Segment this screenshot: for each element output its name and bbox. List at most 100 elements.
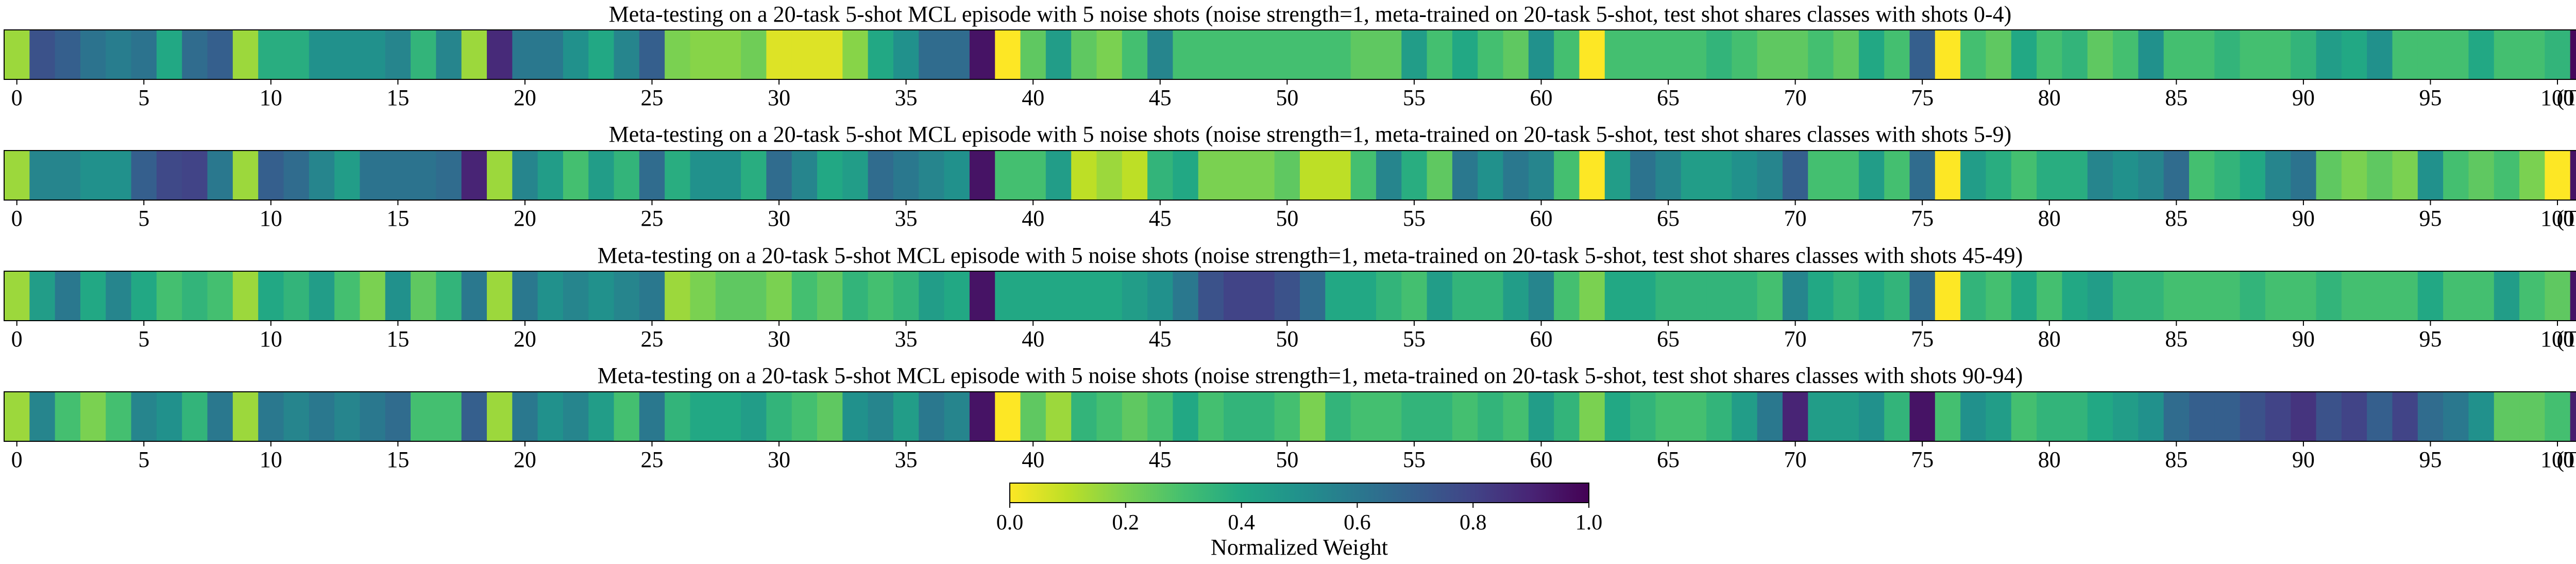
- row-3-cell-63: [1604, 271, 1631, 321]
- row-3-cell-43: [1096, 271, 1123, 321]
- row-1-cell-85: [2163, 30, 2190, 79]
- row-1-cell-2: [55, 30, 81, 79]
- row-4-cell-6: [156, 392, 182, 441]
- colorbar-label: Normalized Weight: [1211, 535, 1388, 560]
- row-2-cell-78: [1986, 151, 2012, 200]
- row-2-cell-77: [1960, 151, 1987, 200]
- row-3-cell-26: [665, 271, 691, 321]
- row-2-cell-60: [1528, 151, 1554, 200]
- row-3-cell-3: [80, 271, 106, 321]
- row-1-tick-label-80: 80: [2038, 85, 2061, 110]
- row-4-cell-79: [2011, 392, 2037, 441]
- row-4-tick-label-20: 20: [514, 447, 536, 472]
- row-3-cell-36: [919, 271, 945, 321]
- row-2-cell-30: [766, 151, 792, 200]
- row-4-tick-label-5: 5: [138, 447, 149, 472]
- row-1-cell-67: [1706, 30, 1732, 79]
- row-1-tick-label-15: 15: [386, 85, 409, 110]
- row-2-cell-83: [2113, 151, 2139, 200]
- row-4-tick-label-95: 95: [2419, 447, 2442, 472]
- row-2-cell-69: [1757, 151, 1783, 200]
- row-2-cell-28: [715, 151, 741, 200]
- row-3-cell-88: [2240, 271, 2266, 321]
- row-2-cell-72: [1833, 151, 1859, 200]
- row-2-cell-63: [1604, 151, 1631, 200]
- row-1-cell-35: [893, 30, 919, 79]
- row-4-tick-label-45: 45: [1149, 447, 1172, 472]
- row-2-cell-44: [1122, 151, 1148, 200]
- row-3-cell-78: [1986, 271, 2012, 321]
- row-3-cell-24: [614, 271, 640, 321]
- row-2-cell-13: [334, 151, 360, 200]
- row-3-cell-92: [2341, 271, 2367, 321]
- row-3-cell-12: [309, 271, 335, 321]
- row-4-cell-11: [283, 392, 310, 441]
- row-2-ticks: 0 5 10 15 20 25 30 35 40 45 50 55 60 65 70 75 80 85 90 95 10…: [11, 200, 2576, 231]
- row-1-cell-88: [2240, 30, 2266, 79]
- row-3-tick-label-15: 15: [386, 326, 409, 352]
- row-4-cell-42: [1071, 392, 1097, 441]
- row-4-cell-40: [1020, 392, 1046, 441]
- row-1-cell-8: [207, 30, 233, 79]
- row-2-cell-62: [1579, 151, 1605, 200]
- row-2-cell-98: [2494, 151, 2520, 200]
- row-2-cell-53: [1350, 151, 1377, 200]
- row-4-cell-18: [461, 392, 487, 441]
- row-1-cell-16: [411, 30, 436, 79]
- row-4-cell-15: [385, 392, 411, 441]
- row-1-tick-label-85: 85: [2165, 85, 2188, 110]
- row-1-cell-81: [2062, 30, 2088, 79]
- row-3-cell-27: [690, 271, 716, 321]
- row-1-cell-47: [1198, 30, 1224, 79]
- row-4-tick-label-10: 10: [260, 447, 282, 472]
- row-3-cell-47: [1198, 271, 1224, 321]
- row-1-cell-70: [1782, 30, 1808, 79]
- row-4-cell-81: [2062, 392, 2088, 441]
- row-3-cell-40: [1020, 271, 1046, 321]
- row-3-cell-28: [715, 271, 741, 321]
- row-3-cell-2: [55, 271, 81, 321]
- row-3-cell-77: [1960, 271, 1987, 321]
- row-3-cell-46: [1173, 271, 1199, 321]
- row-3-tick-label-95: 95: [2419, 326, 2442, 352]
- row-1-cell-0: [4, 30, 30, 79]
- row-3-tick-label-90: 90: [2292, 326, 2315, 352]
- row-4-cell-99: [2519, 392, 2545, 441]
- row-2-tick-label-65: 65: [1657, 206, 1680, 231]
- row-2-tick-label-(Test): (Test): [2556, 206, 2576, 231]
- row-2-tick-label-60: 60: [1530, 206, 1552, 231]
- row-3-tick-label-70: 70: [1784, 326, 1807, 352]
- row-1-cell-20: [512, 30, 538, 79]
- row-4-cell-21: [537, 392, 564, 441]
- row-1-tick-label-(Test): (Test): [2556, 85, 2576, 110]
- row-4-cell-2: [55, 392, 81, 441]
- row-3-cell-20: [512, 271, 538, 321]
- row-1-cell-11: [283, 30, 310, 79]
- row-3-frame: [4, 271, 2576, 321]
- row-1-cell-58: [1478, 30, 1504, 79]
- row-4-tick-label-30: 30: [768, 447, 790, 472]
- row-1-tick-label-10: 10: [260, 85, 282, 110]
- row-2-cell-86: [2189, 151, 2215, 200]
- row-4-cells: [4, 392, 2576, 441]
- row-2-tick-label-30: 30: [768, 206, 790, 231]
- row-2-cell-20: [512, 151, 538, 200]
- row-3-cell-95: [2417, 271, 2444, 321]
- row-3-cell-7: [182, 271, 208, 321]
- row-4-cell-20: [512, 392, 538, 441]
- row-4-cell-55: [1401, 392, 1428, 441]
- row-3-tick-label-60: 60: [1530, 326, 1552, 352]
- row-3-cells: [4, 271, 2576, 321]
- row-2-cell-17: [436, 151, 462, 200]
- row-3-cell-65: [1655, 271, 1682, 321]
- row-4-cell-31: [791, 392, 818, 441]
- row-3-cell-51: [1300, 271, 1326, 321]
- row-2-cell-31: [791, 151, 818, 200]
- row-1-cell-69: [1757, 30, 1783, 79]
- row-2-cell-58: [1478, 151, 1504, 200]
- row-3-cell-45: [1147, 271, 1174, 321]
- row-2-tick-label-90: 90: [2292, 206, 2315, 231]
- row-1-ticks: 0 5 10 15 20 25 30 35 40 45 50 55 60 65 70 75 80 85 90 95 10…: [11, 79, 2576, 110]
- row-1-tick-label-70: 70: [1784, 85, 1807, 110]
- row-4-cell-72: [1833, 392, 1859, 441]
